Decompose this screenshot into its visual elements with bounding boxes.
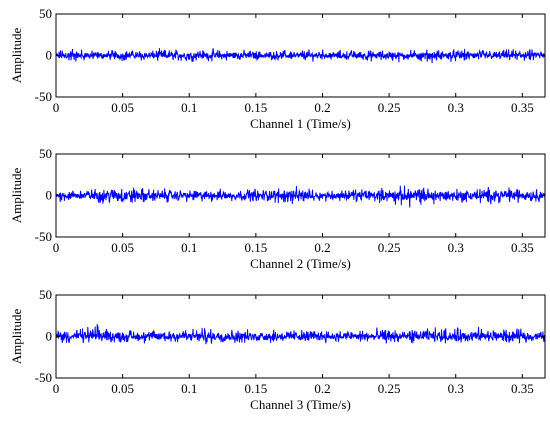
- y-tick-label: 0: [46, 329, 53, 344]
- y-tick-label: 50: [39, 146, 52, 161]
- signal-line-channel-3: [56, 324, 545, 345]
- x-tick-label: 0.1: [181, 381, 197, 396]
- y-tick-label: -50: [35, 229, 52, 244]
- x-tick-label: 0.25: [378, 381, 401, 396]
- x-tick-label: 0.05: [111, 240, 134, 255]
- x-tick-label: 0.3: [448, 100, 464, 115]
- x-tick-label: 0.1: [181, 100, 197, 115]
- y-axis-label: Amplitude: [9, 167, 24, 223]
- subplot-3: 0 0.05 0.1 0.15 0.2 0.25 0.3 0.35500-50Channel …: [9, 287, 546, 412]
- x-tick-label: 0.15: [244, 100, 267, 115]
- x-tick-label: 0.05: [111, 381, 134, 396]
- x-tick-label: 0.35: [511, 100, 534, 115]
- y-axis-label: Amplitude: [9, 308, 24, 364]
- x-tick-label: 0.15: [244, 240, 267, 255]
- signal-line-channel-1: [56, 48, 545, 64]
- x-tick-label: 0.35: [511, 240, 534, 255]
- x-tick-label: 0.05: [111, 100, 134, 115]
- x-tick-label: 0.2: [314, 100, 330, 115]
- x-tick-label: 0: [53, 381, 60, 396]
- y-tick-label: 0: [46, 48, 53, 63]
- y-tick-label: 50: [39, 6, 52, 21]
- x-axis-label: Channel 1 (Time/s): [250, 116, 351, 131]
- x-tick-label: 0.35: [511, 381, 534, 396]
- subplot-1: 0 0.05 0.1 0.15 0.2 0.25 0.3 0.35500-50Channel …: [9, 6, 546, 131]
- x-tick-label: 0: [53, 100, 60, 115]
- subplot-2: 0 0.05 0.1 0.15 0.2 0.25 0.3 0.35500-50Channel …: [9, 146, 546, 271]
- y-tick-label: -50: [35, 89, 52, 104]
- x-tick-label: 0.25: [378, 240, 401, 255]
- x-tick-label: 0.15: [244, 381, 267, 396]
- x-tick-label: 0.2: [314, 240, 330, 255]
- x-tick-label: 0: [53, 240, 60, 255]
- x-tick-label: 0.2: [314, 381, 330, 396]
- y-axis-label: Amplitude: [9, 27, 24, 83]
- x-tick-label: 0.3: [448, 240, 464, 255]
- y-tick-label: 50: [39, 287, 52, 302]
- x-tick-label: 0.3: [448, 381, 464, 396]
- y-tick-label: 0: [46, 188, 53, 203]
- x-tick-label: 0.25: [378, 100, 401, 115]
- x-tick-label: 0.1: [181, 240, 197, 255]
- x-axis-label: Channel 2 (Time/s): [250, 256, 351, 271]
- x-axis-label: Channel 3 (Time/s): [250, 397, 351, 412]
- y-tick-label: -50: [35, 370, 52, 385]
- signal-line-channel-2: [56, 185, 545, 208]
